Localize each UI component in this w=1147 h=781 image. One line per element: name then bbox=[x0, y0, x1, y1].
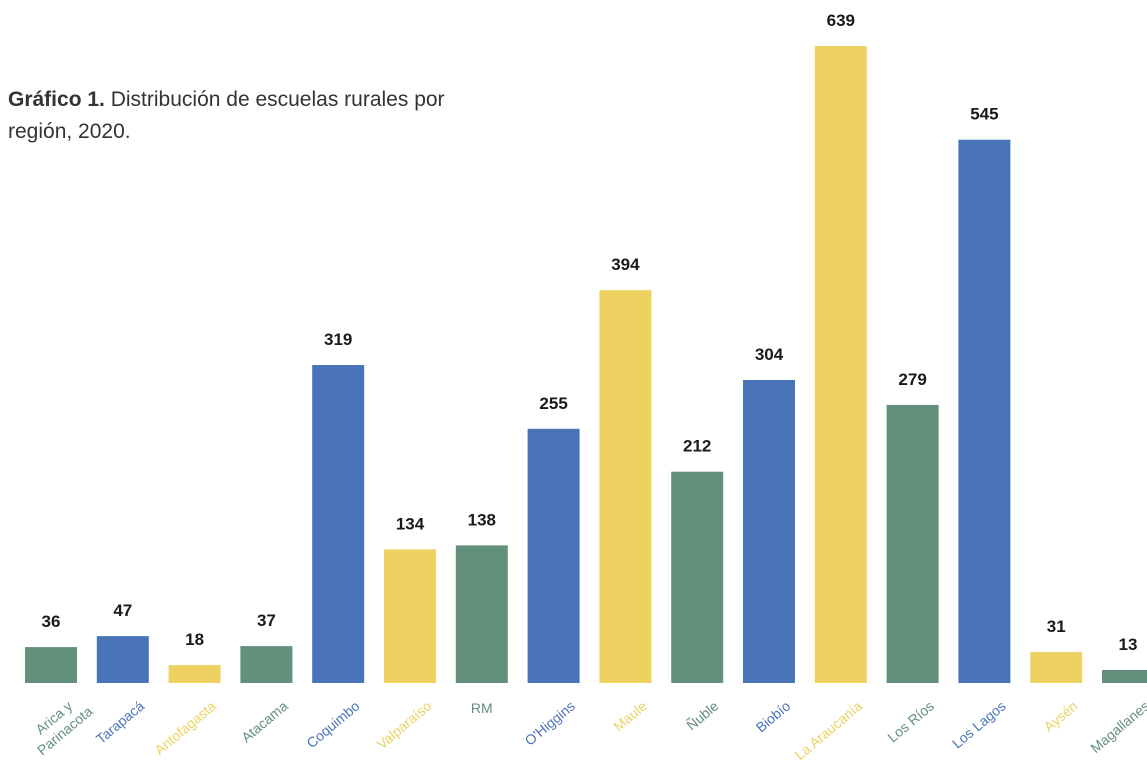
value-label-13: 545 bbox=[970, 105, 998, 124]
value-label-8: 394 bbox=[611, 255, 640, 274]
category-label-13: Los Lagos bbox=[949, 698, 1009, 752]
category-label-0: Arica yParinacota bbox=[23, 690, 96, 758]
category-label-8: Maule bbox=[610, 698, 650, 735]
value-label-10: 304 bbox=[755, 345, 784, 364]
bar-7 bbox=[527, 428, 580, 683]
value-label-4: 319 bbox=[324, 330, 352, 349]
bar-12 bbox=[886, 404, 939, 683]
bar-3 bbox=[240, 646, 293, 683]
value-label-1: 47 bbox=[113, 601, 132, 620]
bar-15 bbox=[1102, 670, 1147, 683]
bar-2 bbox=[168, 665, 221, 683]
bar-4 bbox=[312, 365, 365, 683]
category-label-1: Tarapacá bbox=[93, 698, 148, 747]
value-label-15: 13 bbox=[1119, 635, 1138, 654]
bar-1 bbox=[96, 636, 149, 683]
bar-11 bbox=[814, 46, 867, 683]
value-label-5: 134 bbox=[396, 514, 425, 533]
bar-0 bbox=[25, 647, 77, 683]
chart-title: Gráfico 1. Distribución de escuelas rura… bbox=[8, 84, 468, 148]
category-label-2: Antofagasta bbox=[151, 698, 219, 758]
value-label-11: 639 bbox=[827, 11, 855, 30]
value-label-2: 18 bbox=[185, 630, 204, 649]
value-label-7: 255 bbox=[539, 394, 567, 413]
category-label-11: La Araucanía bbox=[792, 698, 866, 763]
category-label-4: Coquimbo bbox=[303, 698, 362, 751]
bar-13 bbox=[958, 139, 1011, 683]
category-label-6: RM bbox=[471, 700, 493, 716]
category-label-15: Magallanes bbox=[1087, 698, 1147, 756]
category-label-10: Biobío bbox=[753, 698, 794, 736]
value-label-3: 37 bbox=[257, 611, 276, 630]
category-label-3: Atacama bbox=[238, 698, 291, 746]
bar-8 bbox=[599, 290, 652, 683]
value-label-9: 212 bbox=[683, 437, 711, 456]
bar-14 bbox=[1030, 652, 1083, 683]
category-label-14: Aysén bbox=[1041, 698, 1081, 735]
bar-9 bbox=[671, 471, 724, 683]
category-label-12: Los Ríos bbox=[884, 698, 937, 746]
chart-title-text: Distribución de escuelas rurales por reg… bbox=[8, 88, 445, 143]
value-label-14: 31 bbox=[1047, 617, 1066, 636]
bar-5 bbox=[384, 549, 436, 683]
value-label-6: 138 bbox=[468, 510, 496, 529]
category-label-5: Valparaíso bbox=[374, 698, 435, 753]
chart-title-prefix: Gráfico 1. bbox=[8, 88, 105, 111]
bar-10 bbox=[743, 380, 795, 683]
bar-6 bbox=[455, 545, 508, 683]
category-label-9: Ñuble bbox=[683, 698, 721, 734]
value-label-12: 279 bbox=[898, 370, 926, 389]
category-label-7: O'Higgins bbox=[522, 698, 578, 749]
value-label-0: 36 bbox=[42, 612, 61, 631]
